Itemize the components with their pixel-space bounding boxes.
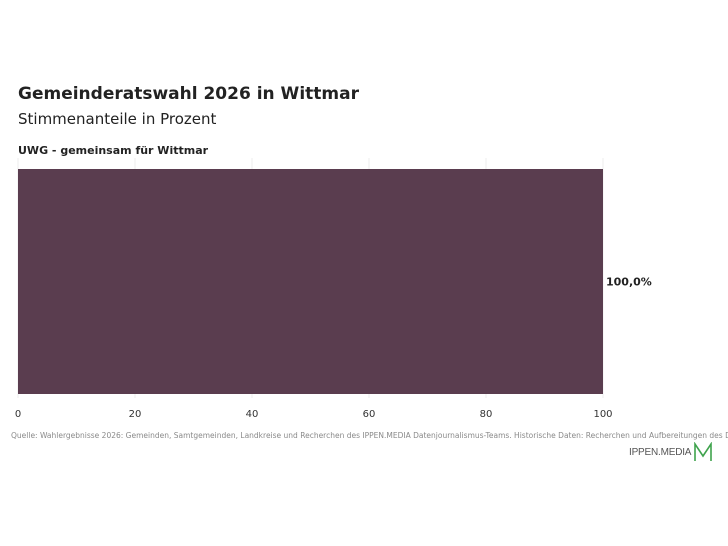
chart-subtitle: Stimmenanteile in Prozent: [18, 110, 217, 128]
x-tick-label: 0: [15, 409, 21, 420]
bar-chart: UWG - gemeinsam für Wittmar 100,0% 0 20 40 60…: [15, 144, 652, 420]
logo-m-icon: [694, 442, 713, 461]
ippen-media-logo: IPPEN.MEDIA: [629, 442, 713, 462]
chart-title: Gemeinderatswahl 2026 in Wittmar: [18, 84, 359, 104]
x-tick-label: 80: [480, 409, 493, 420]
source-note: Quelle: Wahlergebnisse 2026: Gemeinden, …: [11, 431, 728, 440]
value-label: 100,0%: [606, 276, 652, 289]
logo-text: IPPEN.MEDIA: [629, 446, 692, 458]
x-tick-label: 100: [593, 409, 612, 420]
x-tick-label: 20: [129, 409, 142, 420]
bar: [18, 169, 603, 394]
category-label: UWG - gemeinsam für Wittmar: [18, 144, 209, 157]
x-tick-label: 60: [363, 409, 376, 420]
x-tick-label: 40: [246, 409, 259, 420]
